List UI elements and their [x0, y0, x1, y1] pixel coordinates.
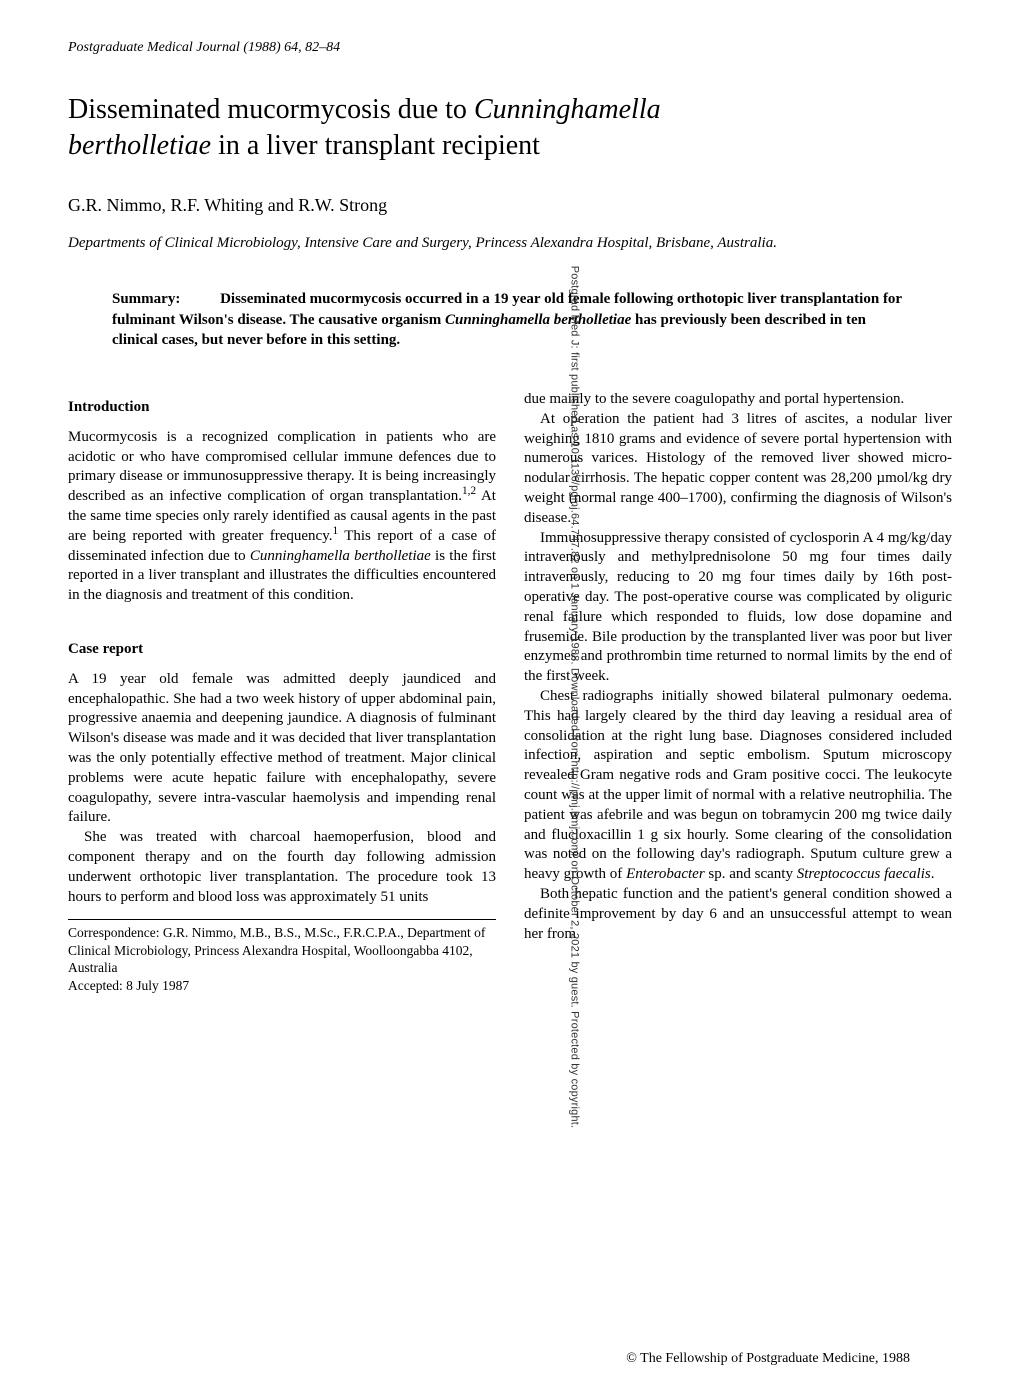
summary-block: Summary: Disseminated mucormycosis occur…: [112, 289, 908, 350]
intro-sup-1: 1,2: [462, 485, 476, 497]
side-watermark-text: Postgrad Med J: first published as 10.11…: [569, 265, 581, 1128]
intro-genus: Cunninghamella bertholletiae: [250, 548, 431, 564]
correspondence-text: Correspondence: G.R. Nimmo, M.B., B.S., …: [68, 924, 496, 977]
title-line2-post: in a liver transplant recipient: [211, 130, 540, 161]
introduction-heading: Introduction: [68, 398, 496, 418]
case-para-2: She was treated with charcoal haemoperfu…: [68, 828, 496, 907]
case-p6-genus2: Streptococcus faecalis: [797, 866, 931, 882]
correspondence-block: Correspondence: G.R. Nimmo, M.B., B.S., …: [68, 919, 496, 994]
case-p6-c: .: [931, 866, 935, 882]
title-genus-2: bertholletiae: [68, 130, 211, 161]
authors: G.R. Nimmo, R.F. Whiting and R.W. Strong: [68, 195, 952, 216]
title-genus-1: Cunninghamella: [474, 94, 661, 125]
case-para-7: Both hepatic function and the patient's …: [524, 885, 952, 944]
case-report-heading: Case report: [68, 640, 496, 660]
case-para-3: due mainly to the severe coagulopathy an…: [524, 390, 952, 410]
case-para-6: Chest radiographs initially showed bilat…: [524, 687, 952, 885]
case-p4-unit: µmol/kg: [876, 470, 927, 486]
copyright: © The Fellowship of Postgraduate Medicin…: [626, 1351, 910, 1367]
affiliation: Departments of Clinical Microbiology, In…: [68, 234, 952, 254]
case-p6-b: sp. and scanty: [705, 866, 797, 882]
intro-p1-a: Mucormycosis is a recognized complicatio…: [68, 429, 496, 504]
article-title: Disseminated mucormycosis due to Cunning…: [68, 92, 952, 165]
case-para-1: A 19 year old female was admitted deeply…: [68, 670, 496, 828]
case-p6-a: Chest radiographs initially showed bilat…: [524, 688, 952, 882]
case-p6-genus1: Enterobacter: [626, 866, 705, 882]
intro-para-1: Mucormycosis is a recognized complicatio…: [68, 428, 496, 606]
title-line1-pre: Disseminated mucormycosis due to: [68, 94, 474, 125]
accepted-date: Accepted: 8 July 1987: [68, 977, 496, 995]
case-para-4: At operation the patient had 3 litres of…: [524, 410, 952, 529]
summary-genus: Cunninghamella bertholletiae: [445, 312, 631, 328]
journal-header: Postgraduate Medical Journal (1988) 64, …: [68, 40, 952, 56]
case-para-5: Immunosuppressive therapy consisted of c…: [524, 529, 952, 687]
body-columns: Introduction Mucormycosis is a recognize…: [68, 390, 952, 995]
summary-label: Summary:: [112, 289, 180, 309]
